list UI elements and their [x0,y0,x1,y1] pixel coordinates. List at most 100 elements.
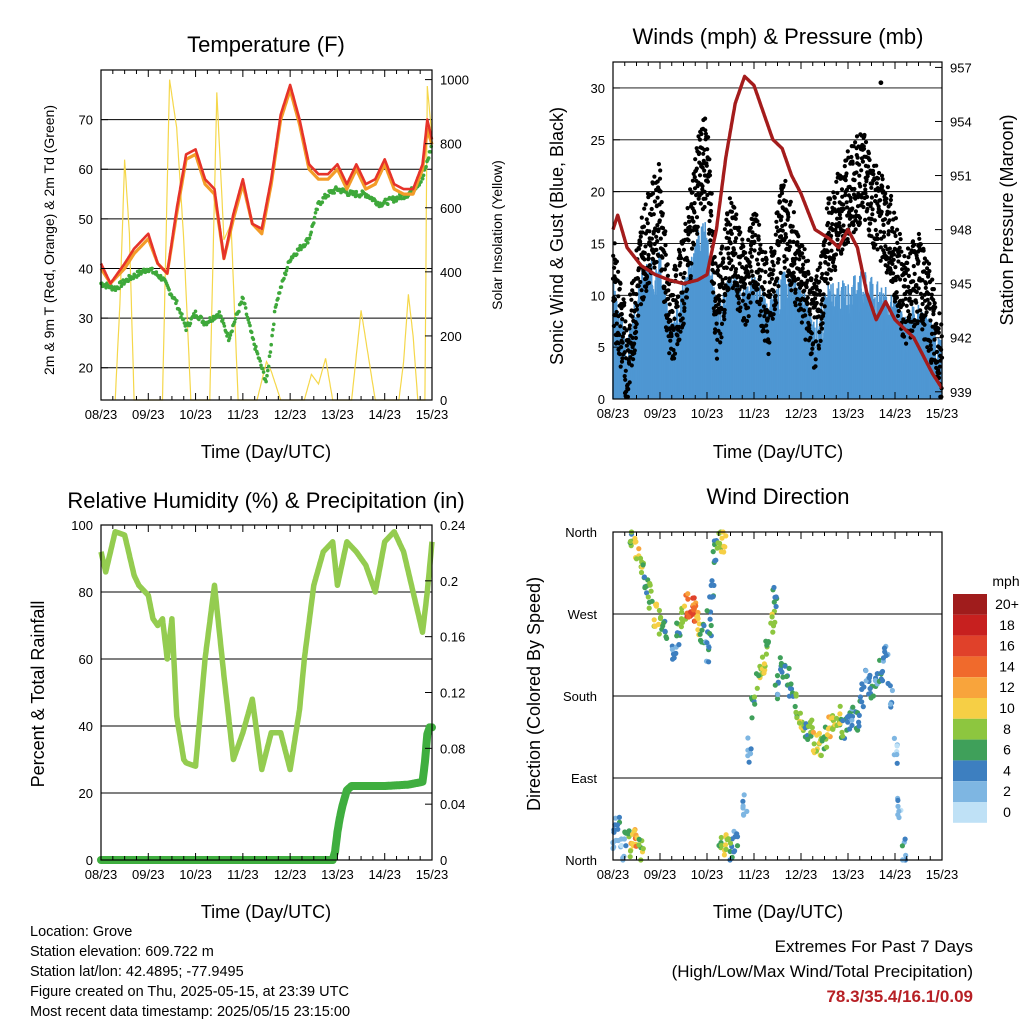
gust-point [740,298,745,303]
gust-point [694,146,699,151]
gust-point [741,244,746,249]
gust-point [757,274,763,279]
gust-point [722,227,728,232]
gust-point [841,223,846,228]
gust-point [835,190,840,196]
dewpoint-point [420,176,425,181]
gust-point [619,359,625,364]
direction-point [777,655,783,661]
gust-point [682,301,687,306]
y-tick-label-right: 948 [950,223,972,238]
gust-point [744,264,749,269]
direction-point [834,715,840,721]
gust-point [797,249,802,254]
gust-point [850,161,855,166]
dewpoint-point [264,379,268,384]
gust-point [743,250,748,255]
direction-point [636,836,642,843]
gust-point [639,288,644,293]
gust-point [774,300,779,305]
y-tick-label-left: 60 [79,162,93,177]
gust-point [762,292,767,297]
gust-point [644,284,649,290]
direction-point [773,603,779,610]
y-tick-label-right: 957 [950,60,972,75]
x-tick-label: 10/23 [691,406,724,421]
direction-point [763,651,770,657]
gust-point [634,321,639,327]
colorbar-label: 18 [999,617,1015,633]
gust-point [929,292,934,297]
y-tick-label-right: 600 [440,201,462,216]
y-tick-label-left: 20 [79,361,93,376]
gust-point [937,311,942,316]
direction-point [727,840,734,846]
dewpoint-point [424,165,428,169]
x-tick-label: 09/23 [644,867,677,882]
gust-point [750,230,755,235]
gust-point [849,154,854,160]
gust-point [733,239,738,244]
x-tick-label: 14/23 [368,867,401,882]
y-tick-label-right: 954 [950,114,972,129]
gust-point [638,234,643,239]
gust-point [677,312,683,317]
gust-point [914,283,919,288]
dewpoint-point [248,323,252,328]
dewpoint-point [154,270,159,274]
gust-point [931,312,936,317]
direction-point [772,682,778,688]
gust-point [853,227,858,232]
gust-point [859,168,864,173]
direction-point [707,616,713,622]
gust-point [752,239,757,244]
gust-point [624,343,630,348]
y-tick-label-right: 0 [440,393,447,408]
direction-tick-label: North [565,525,597,540]
gust-point [755,219,760,224]
dewpoint-point [315,207,320,212]
gust-point [880,184,885,189]
gust-point [649,236,655,241]
gust-point [925,345,930,350]
gust-point [720,244,725,249]
direction-point [889,687,896,694]
gust-point [736,301,741,306]
direction-point [644,590,650,596]
gust-point [868,221,873,226]
colorbar-label: 12 [999,679,1015,695]
gust-point [642,250,647,256]
gust-point [926,272,931,277]
gust-point [708,208,714,214]
gust-point [750,291,756,296]
humidity-gridlines [101,524,432,861]
gust-point [654,247,659,252]
gust-point [771,289,777,294]
gust-point [689,261,694,266]
direction-point [646,605,652,611]
gust-point [783,222,788,227]
gust-point [832,200,837,205]
gust-point [747,293,752,298]
gust-point [896,259,901,264]
gust-point [829,248,834,253]
gust-point [906,284,911,289]
gust-point [937,364,943,369]
gust-point [845,239,851,245]
direction-tick-label: West [568,607,598,622]
direction-point [896,814,902,821]
gust-point [616,347,621,352]
gust-point [838,216,843,221]
gust-point [837,212,843,217]
colorbar-swatch [953,594,987,615]
gust-point [720,260,726,265]
gust-point [729,200,734,206]
direction-point [653,603,660,609]
dewpoint-point [307,236,312,241]
gust-point [894,295,900,300]
gust-point [619,345,624,350]
gust-point [825,249,831,254]
direction-point [896,808,902,814]
gust-point [729,209,735,214]
direction-point [679,609,685,616]
